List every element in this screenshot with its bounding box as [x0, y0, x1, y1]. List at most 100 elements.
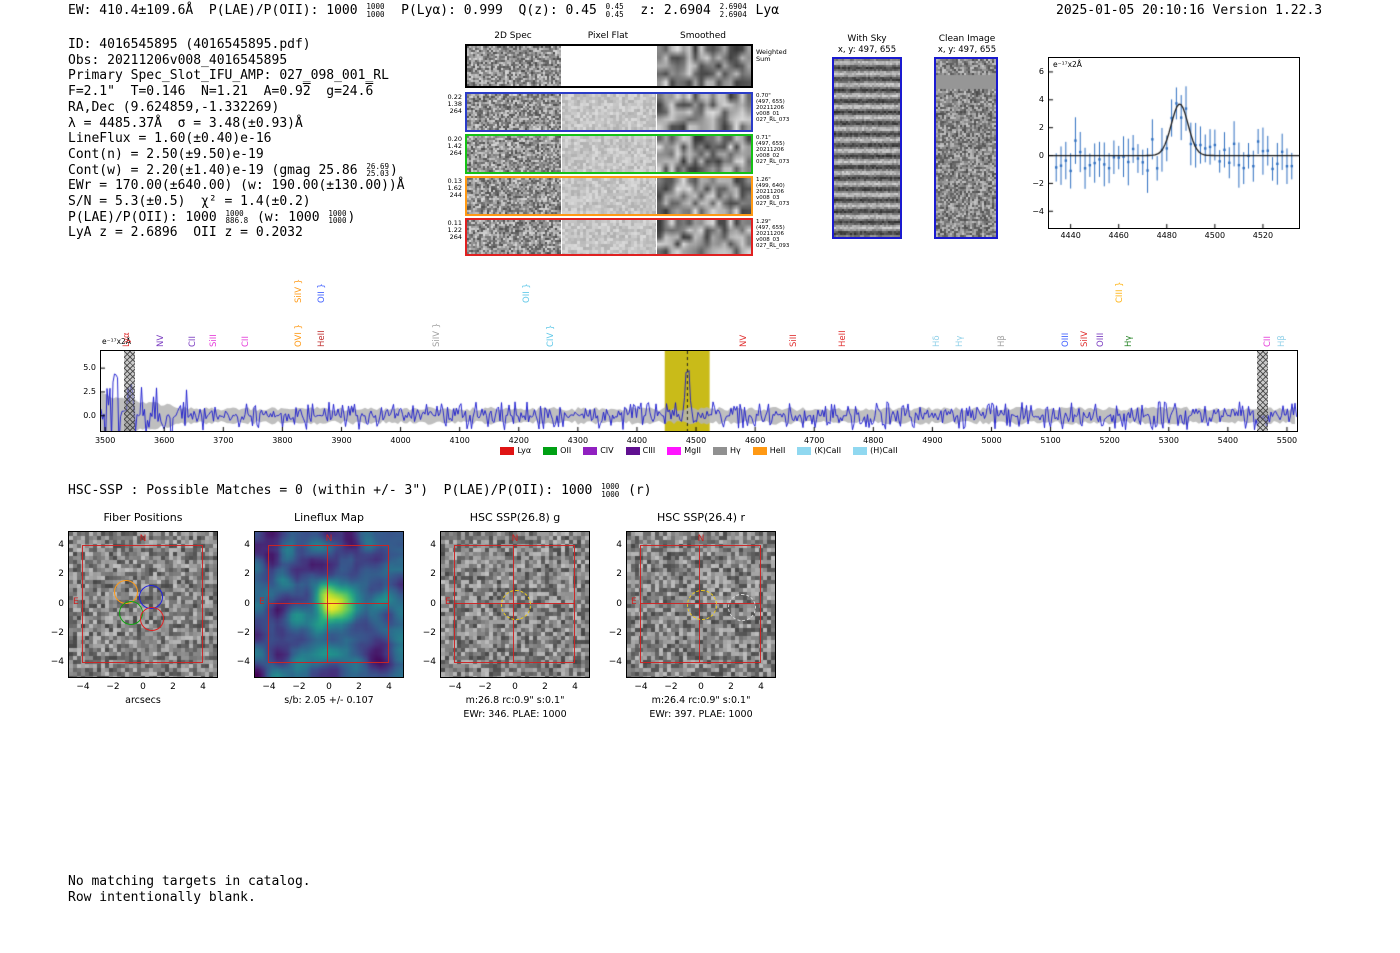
fraction-top: 1000: [225, 208, 244, 218]
legend-label: CIII: [642, 446, 656, 455]
legend-item: Lyα: [500, 446, 531, 455]
fiber-circle: [140, 606, 165, 631]
meta-line: 027_RL_073: [756, 159, 790, 165]
fraction-stack: 1000 886.8: [226, 210, 249, 225]
y-tick-label: 0: [1038, 151, 1044, 161]
y-tick-label: 0: [58, 598, 64, 609]
info-line: Obs: 20211206v008_4016545895: [68, 53, 405, 69]
legend-item: CIII: [625, 446, 656, 455]
cutout-caption: m:26.8 rc:0.9" s:0.1": [465, 695, 565, 706]
text-segment: Cont(n) = 2.50(±9.50)e-19: [68, 146, 264, 162]
text-segment: (r): [620, 483, 652, 498]
crosshair-vertical: [327, 545, 328, 663]
fraction-top: 1000: [601, 482, 620, 491]
clean-image-coords: x, y: 497, 655: [937, 45, 997, 55]
fraction-stack: 1000 1000: [601, 483, 619, 498]
pixelflat-image: [562, 178, 656, 214]
info-line: Cont(w) = 2.20(±1.40)e-19 (gmag 25.86 26…: [68, 163, 405, 179]
emission-line-label: OIII: [1095, 332, 1106, 347]
legend-item: HeII: [752, 446, 785, 455]
cutout-image: [255, 532, 403, 677]
x-tick-label: 4480: [1156, 231, 1177, 240]
cutout-panel: Fiber Positions N E −4 −4 −2 −2 0 0 2 2 4 4 arcsecs: [51, 505, 218, 735]
y-tick-label: 2: [1038, 123, 1044, 133]
emission-line-label: Hγ: [955, 335, 966, 347]
x-tick-label: 0: [140, 682, 146, 692]
compass-north-label: N: [325, 534, 333, 544]
fraction-stack: 2.6904 2.6904: [720, 3, 747, 18]
pixelflat-image: [562, 220, 656, 254]
withsky-title: With Sky: [847, 34, 887, 44]
stat-value: 1.42: [447, 142, 462, 150]
legend-item: OII: [543, 446, 571, 455]
meta-line: (497, 655): [756, 141, 785, 147]
spec2d-row: [465, 92, 753, 132]
legend-swatch: [797, 446, 812, 455]
emission-line-label: CIV }: [546, 324, 557, 347]
text-segment: ): [347, 209, 356, 225]
text-segment: F=2.1" T=0.146 N=1.21 A=0.9: [68, 84, 303, 100]
legend-item: (K)CaII: [797, 446, 841, 455]
text-segment: Lyα: [747, 3, 780, 18]
spec2d-row-stats: 0.22 1.38 264: [429, 94, 462, 115]
stat-value: 1.62: [447, 184, 462, 192]
col-header-pixelflat: Pixel Flat: [587, 31, 629, 41]
fraction-top: 1000: [366, 2, 385, 11]
x-tick-label: −4: [76, 682, 90, 692]
cutout-title: HSC SSP(26.8) g: [469, 511, 561, 524]
emission-line-label: SiIV }: [431, 322, 442, 347]
spec2d-row-meta: 0.71" (497, 655) 20211206 v008_02 027_RL_073: [756, 135, 802, 165]
meta-line: v008_03: [756, 237, 780, 243]
spec2d-row: [465, 218, 753, 256]
secondary-aperture-circle: [728, 594, 756, 622]
x-tick-label: 2: [728, 682, 734, 692]
smoothed-image: [657, 94, 751, 130]
cutout-caption: m:26.4 rc:0.9" s:0.1": [651, 695, 751, 706]
y-tick-label: −2: [422, 627, 436, 638]
info-line: Primary Spec_Slot_IFU_AMP: 027_098_001_R…: [68, 68, 405, 84]
y-tick-label: 0.0: [83, 410, 96, 420]
aperture-circle: [500, 589, 532, 621]
x-tick-label: −2: [664, 682, 678, 692]
info-line: Cont(n) = 2.50(±9.50)e-19: [68, 147, 405, 163]
linefit-units-label: e⁻¹⁷x2Å: [1053, 60, 1082, 69]
stat-value: 0.20: [447, 135, 462, 143]
cutout-panel: HSC SSP(26.4) r N E −4 −4 −2 −2 0 0 2 2 4 4 m:26.4 rc…: [609, 505, 776, 735]
compass-east-label: E: [631, 597, 637, 607]
fraction-bottom: 25.03: [366, 169, 389, 179]
emission-line-label: CII: [1262, 336, 1273, 347]
catalog-match-line: HSC-SSP : Possible Matches = 0 (within +…: [68, 483, 652, 498]
legend-swatch: [583, 446, 598, 455]
y-tick-label: −4: [1032, 206, 1044, 216]
text-segment: Cont(w) = 2.20(±1.40)e-19 (gmag 25.86: [68, 162, 366, 178]
x-tick-label: 4400: [626, 436, 648, 445]
y-tick-label: −4: [50, 657, 64, 668]
fraction-stack: 0.45 0.45: [606, 3, 624, 18]
meta-line: 027_RL_073: [756, 117, 790, 123]
info-line: λ = 4485.37Å σ = 3.48(±0.93)Å: [68, 116, 405, 132]
y-tick-label: 2: [244, 569, 250, 580]
legend-label: OII: [560, 446, 572, 455]
compass-north-label: N: [139, 534, 147, 544]
y-tick-label: 4: [58, 539, 64, 550]
compass-east-label: E: [445, 597, 451, 607]
legend-label: CIV: [600, 446, 614, 455]
y-tick-label: 2: [616, 569, 622, 580]
compass-north-label: N: [511, 534, 519, 544]
fraction-top: 1000: [328, 208, 347, 218]
emission-line-label: HeII: [838, 330, 849, 347]
x-tick-label: 4900: [922, 436, 943, 445]
aperture-circle: [686, 589, 718, 621]
smoothed-image: [657, 46, 751, 86]
footprint-box: [640, 545, 761, 663]
legend-swatch: [543, 446, 558, 455]
x-tick-label: 2: [542, 682, 548, 692]
text-segment: HSC-SSP : Possible Matches = 0 (within +…: [68, 483, 601, 498]
legend-item: MgII: [667, 446, 701, 455]
weighted-sum-label: Weighted Sum: [756, 48, 802, 63]
compass-north-label: N: [697, 534, 705, 544]
x-tick-label: 4700: [804, 436, 825, 445]
